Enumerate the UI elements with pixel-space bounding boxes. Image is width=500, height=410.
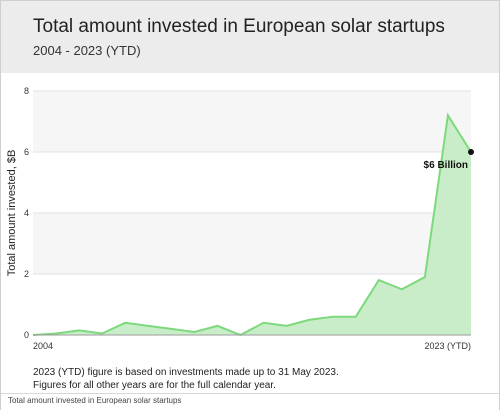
chart-title: Total amount invested in European solar … — [33, 16, 445, 37]
y-tick-label: 8 — [24, 86, 29, 96]
area-chart: 0 2 4 6 8 2004 2023 (YTD) Total amount invested… — [6, 86, 474, 351]
x-tick-label: 2023 (YTD) — [424, 341, 471, 351]
y-tick-label: 4 — [24, 208, 29, 218]
x-tick-label: 2004 — [33, 341, 53, 351]
y-tick-label: 6 — [24, 147, 29, 157]
y-tick-label: 2 — [24, 269, 29, 279]
chart-header: Total amount invested in European solar … — [1, 1, 499, 73]
series-area — [33, 115, 471, 336]
y-tick-label: 0 — [24, 330, 29, 340]
grid-band — [33, 213, 471, 274]
chart-note: 2023 (YTD) figure is based on investment… — [33, 367, 339, 378]
endpoint-marker — [468, 149, 474, 155]
chart-subtitle: 2004 - 2023 (YTD) — [33, 43, 141, 58]
grid-band — [33, 152, 471, 213]
chart-note: Figures for all other years are for the … — [33, 380, 276, 391]
image-caption: Total amount invested in European solar … — [8, 396, 182, 405]
series-line — [32, 112, 472, 337]
grid-band — [33, 91, 471, 152]
image-caption-bar: Total amount invested in European solar … — [1, 393, 499, 410]
y-axis-label: Total amount invested, $B — [6, 150, 18, 277]
data-label: $6 Billion — [424, 160, 468, 171]
